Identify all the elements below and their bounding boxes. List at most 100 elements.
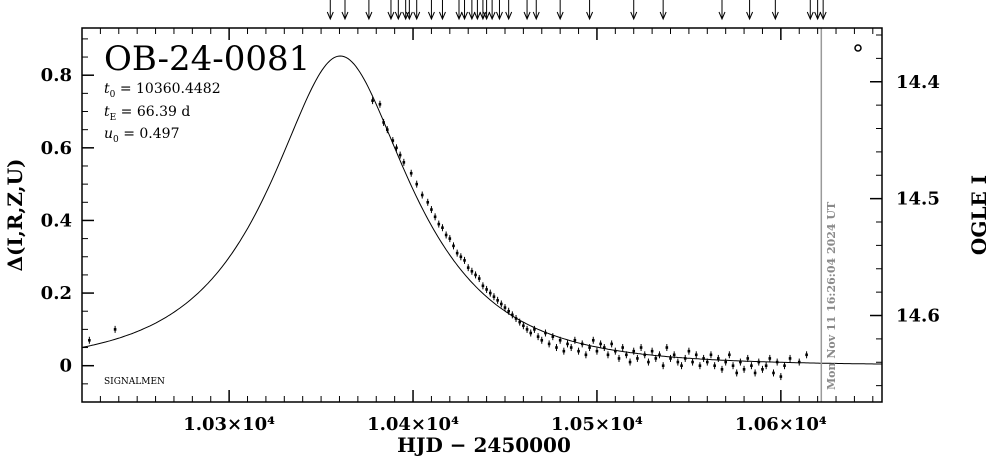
- point-marker: [772, 371, 775, 375]
- point-marker: [470, 269, 474, 273]
- arrow-head: [586, 11, 594, 21]
- point-marker: [415, 182, 419, 186]
- data-point: [768, 354, 772, 362]
- point-marker: [481, 284, 485, 288]
- data-point: [676, 358, 680, 366]
- upper-arrow: [483, 0, 491, 21]
- x-axis-label: HJD − 2450000: [397, 433, 571, 457]
- point-marker: [724, 360, 727, 364]
- point-marker: [577, 349, 580, 353]
- signalmen-label: SIGNALMEN: [104, 377, 165, 387]
- upper-arrow: [413, 0, 421, 21]
- point-marker: [591, 338, 595, 342]
- data-point: [595, 347, 599, 355]
- point-marker: [88, 338, 91, 342]
- data-point: [547, 340, 551, 348]
- arrow-head: [496, 11, 503, 21]
- arrow-head: [532, 11, 540, 21]
- data-point: [529, 329, 533, 337]
- point-marker: [558, 338, 562, 342]
- data-point: [665, 344, 669, 352]
- point-marker: [691, 360, 694, 364]
- point-marker: [632, 349, 636, 353]
- param-u0-symbol: u: [104, 126, 113, 142]
- data-point: [88, 336, 91, 344]
- point-marker: [402, 161, 406, 164]
- data-point: [750, 362, 753, 370]
- data-point: [477, 275, 481, 283]
- x-tick-label: 1.06×10⁴: [735, 414, 827, 435]
- point-marker: [647, 360, 650, 364]
- arrow-head: [365, 11, 373, 21]
- data-point: [658, 351, 661, 359]
- right-axis-label: OGLE I: [967, 175, 986, 255]
- upper-arrow: [405, 0, 413, 21]
- point-marker: [739, 360, 742, 364]
- data-point: [555, 344, 558, 352]
- param-tE-symbol: t: [104, 104, 110, 120]
- point-marker: [588, 346, 591, 349]
- upper-arrow: [326, 0, 334, 21]
- point-marker: [525, 328, 529, 331]
- point-marker: [522, 324, 525, 328]
- data-point: [113, 325, 117, 333]
- point-marker: [720, 368, 724, 371]
- point-marker: [496, 299, 499, 302]
- point-marker: [566, 342, 569, 346]
- point-marker: [621, 346, 624, 349]
- arrow-head: [473, 11, 481, 21]
- data-point: [503, 304, 507, 312]
- data-point: [551, 333, 555, 341]
- data-point: [614, 347, 617, 355]
- data-point: [788, 354, 792, 362]
- data-point: [731, 362, 735, 370]
- point-marker: [518, 320, 522, 324]
- data-point: [742, 365, 746, 373]
- data-point: [395, 144, 398, 152]
- data-point: [459, 253, 463, 261]
- arrow-head: [483, 11, 491, 21]
- data-point: [415, 180, 419, 188]
- data-point: [691, 358, 694, 366]
- data-point: [628, 358, 632, 366]
- param-t0-symbol: t: [104, 81, 110, 97]
- point-marker: [426, 200, 430, 204]
- y-axis-label: Δ(I,R,Z,U): [3, 159, 27, 272]
- upper-arrow: [341, 0, 349, 21]
- data-point: [426, 198, 430, 206]
- data-point: [617, 354, 621, 362]
- data-point: [702, 354, 705, 362]
- point-marker: [459, 255, 463, 259]
- upper-arrow: [532, 0, 540, 21]
- data-point: [540, 336, 544, 344]
- point-marker: [371, 99, 374, 102]
- data-point: [496, 296, 499, 304]
- param-t0: t0 = 10360.4482: [104, 81, 221, 100]
- arrow-head: [387, 11, 395, 21]
- model-curve: [81, 55, 882, 365]
- point-marker: [463, 259, 466, 262]
- point-marker: [639, 346, 643, 349]
- point-marker: [391, 139, 395, 142]
- x-tick-label: 1.03×10⁴: [183, 414, 275, 435]
- data-point: [584, 351, 588, 359]
- arrow-head: [819, 11, 827, 21]
- upper-arrow: [806, 0, 814, 21]
- point-marker: [430, 208, 433, 211]
- arrow-head: [659, 11, 667, 21]
- x-tick-label: 1.05×10⁴: [551, 414, 643, 435]
- upper-arrow: [746, 0, 754, 21]
- data-point: [371, 97, 374, 105]
- point-marker: [705, 360, 709, 364]
- param-u0: u0 = 0.497: [104, 126, 179, 145]
- point-marker: [625, 353, 628, 357]
- upper-arrow: [505, 0, 513, 21]
- upper-arrow: [488, 0, 496, 21]
- point-marker: [466, 266, 470, 269]
- point-marker: [717, 357, 720, 360]
- point-marker: [788, 357, 792, 360]
- point-marker: [529, 331, 533, 335]
- point-marker: [764, 364, 768, 367]
- param-u0-sub: 0: [113, 135, 119, 145]
